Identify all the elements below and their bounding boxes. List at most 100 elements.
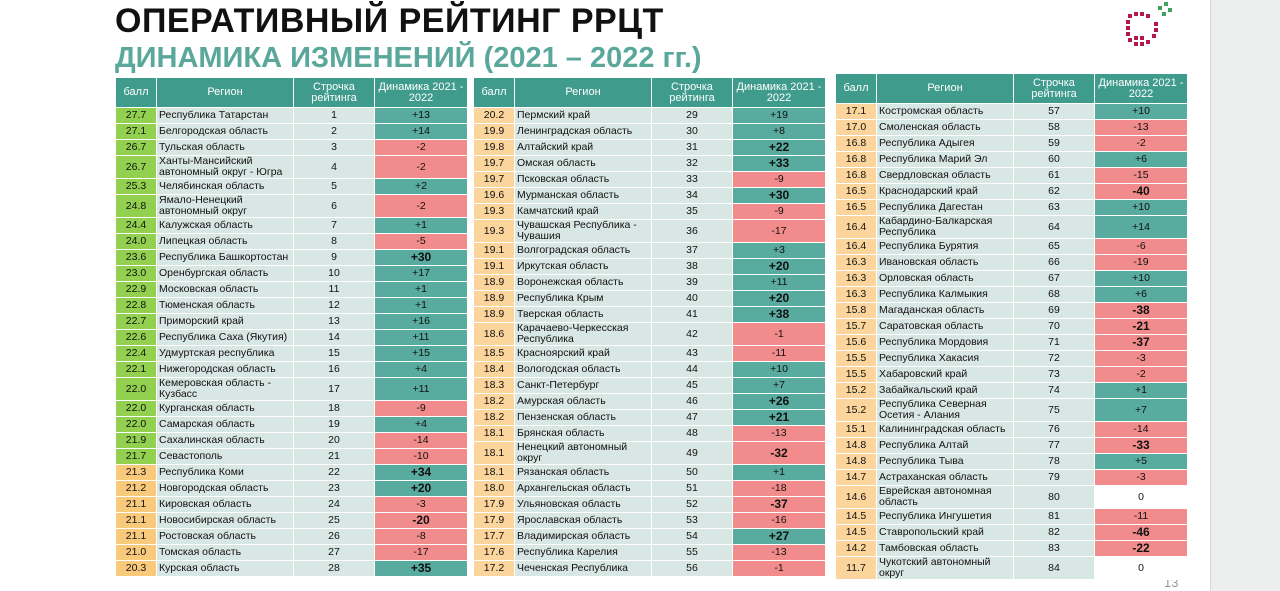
dynamics-cell: +4 bbox=[375, 417, 467, 432]
side-strip bbox=[1210, 0, 1280, 591]
score-cell: 15.6 bbox=[836, 335, 876, 350]
column-header: балл bbox=[836, 74, 876, 103]
dynamics-cell: -32 bbox=[733, 442, 825, 464]
region-cell: Удмуртская республика bbox=[157, 346, 293, 361]
region-cell: Республика Ингушетия bbox=[877, 509, 1013, 524]
dynamics-cell: +19 bbox=[733, 108, 825, 123]
table-row: 17.9 Ярославская область 53 -16 bbox=[474, 513, 825, 528]
score-cell: 17.6 bbox=[474, 545, 514, 560]
dynamics-cell: -2 bbox=[1095, 136, 1187, 151]
rating-table: балл Регион Строчка рейтинга Динамика 2021 … bbox=[473, 77, 826, 577]
rank-cell: 12 bbox=[294, 298, 374, 313]
rank-cell: 42 bbox=[652, 323, 732, 345]
dynamics-cell: -16 bbox=[733, 513, 825, 528]
dynamics-cell: 0 bbox=[1095, 486, 1187, 508]
score-cell: 16.3 bbox=[836, 255, 876, 270]
dynamics-cell: +11 bbox=[733, 275, 825, 290]
region-cell: Республика Саха (Якутия) bbox=[157, 330, 293, 345]
rank-cell: 69 bbox=[1014, 303, 1094, 318]
logo bbox=[1126, 2, 1172, 46]
score-cell: 14.8 bbox=[836, 454, 876, 469]
dynamics-cell: -14 bbox=[1095, 422, 1187, 437]
rank-cell: 21 bbox=[294, 449, 374, 464]
score-cell: 16.5 bbox=[836, 200, 876, 215]
rank-cell: 64 bbox=[1014, 216, 1094, 238]
region-cell: Республика Марий Эл bbox=[877, 152, 1013, 167]
region-cell: Самарская область bbox=[157, 417, 293, 432]
table-row: 18.9 Тверская область 41 +38 bbox=[474, 307, 825, 322]
rank-cell: 40 bbox=[652, 291, 732, 306]
rank-cell: 74 bbox=[1014, 383, 1094, 398]
score-cell: 15.2 bbox=[836, 399, 876, 421]
table-row: 22.7 Приморский край 13 +16 bbox=[116, 314, 467, 329]
score-cell: 16.8 bbox=[836, 168, 876, 183]
score-cell: 21.1 bbox=[116, 513, 156, 528]
table-row: 23.6 Республика Башкортостан 9 +30 bbox=[116, 250, 467, 265]
rank-cell: 79 bbox=[1014, 470, 1094, 485]
score-cell: 18.0 bbox=[474, 481, 514, 496]
score-cell: 18.1 bbox=[474, 465, 514, 480]
score-cell: 16.3 bbox=[836, 271, 876, 286]
column-header: Регион bbox=[515, 78, 651, 107]
score-cell: 16.5 bbox=[836, 184, 876, 199]
region-cell: Еврейская автономная область bbox=[877, 486, 1013, 508]
rank-cell: 25 bbox=[294, 513, 374, 528]
rank-cell: 67 bbox=[1014, 271, 1094, 286]
region-cell: Курская область bbox=[157, 561, 293, 576]
rank-cell: 29 bbox=[652, 108, 732, 123]
dynamics-cell: -1 bbox=[733, 323, 825, 345]
table-row: 19.8 Алтайский край 31 +22 bbox=[474, 140, 825, 155]
rank-cell: 35 bbox=[652, 204, 732, 219]
table-row: 19.3 Камчатский край 35 -9 bbox=[474, 204, 825, 219]
score-cell: 26.7 bbox=[116, 140, 156, 155]
rank-cell: 60 bbox=[1014, 152, 1094, 167]
region-cell: Пермский край bbox=[515, 108, 651, 123]
dynamics-cell: +22 bbox=[733, 140, 825, 155]
table-row: 18.0 Архангельская область 51 -18 bbox=[474, 481, 825, 496]
rank-cell: 23 bbox=[294, 481, 374, 496]
table-row: 24.8 Ямало-Ненецкий автономный округ 6 -2 bbox=[116, 195, 467, 217]
table-row: 14.5 Ставропольский край 82 -46 bbox=[836, 525, 1187, 540]
rank-cell: 49 bbox=[652, 442, 732, 464]
rating-table: балл Регион Строчка рейтинга Динамика 2021 … bbox=[835, 73, 1188, 580]
score-cell: 26.7 bbox=[116, 156, 156, 178]
table-row: 19.7 Псковская область 33 -9 bbox=[474, 172, 825, 187]
dynamics-cell: +6 bbox=[1095, 287, 1187, 302]
dynamics-cell: +35 bbox=[375, 561, 467, 576]
region-cell: Челябинская область bbox=[157, 179, 293, 194]
region-cell: Саратовская область bbox=[877, 319, 1013, 334]
region-cell: Республика Коми bbox=[157, 465, 293, 480]
rank-cell: 17 bbox=[294, 378, 374, 400]
rank-cell: 26 bbox=[294, 529, 374, 544]
score-cell: 18.9 bbox=[474, 307, 514, 322]
score-cell: 22.0 bbox=[116, 417, 156, 432]
table-row: 19.7 Омская область 32 +33 bbox=[474, 156, 825, 171]
rank-cell: 52 bbox=[652, 497, 732, 512]
table-row: 21.0 Томская область 27 -17 bbox=[116, 545, 467, 560]
rank-cell: 59 bbox=[1014, 136, 1094, 151]
dynamics-cell: -11 bbox=[733, 346, 825, 361]
rank-cell: 22 bbox=[294, 465, 374, 480]
dynamics-cell: +10 bbox=[1095, 200, 1187, 215]
dynamics-cell: -1 bbox=[733, 561, 825, 576]
region-cell: Республика Северная Осетия - Алания bbox=[877, 399, 1013, 421]
table-row: 21.9 Сахалинская область 20 -14 bbox=[116, 433, 467, 448]
score-cell: 23.6 bbox=[116, 250, 156, 265]
score-cell: 16.4 bbox=[836, 216, 876, 238]
score-cell: 14.5 bbox=[836, 509, 876, 524]
table-row: 24.0 Липецкая область 8 -5 bbox=[116, 234, 467, 249]
region-cell: Тульская область bbox=[157, 140, 293, 155]
rank-cell: 31 bbox=[652, 140, 732, 155]
rank-cell: 19 bbox=[294, 417, 374, 432]
rank-cell: 73 bbox=[1014, 367, 1094, 382]
region-cell: Орловская область bbox=[877, 271, 1013, 286]
region-cell: Белгородская область bbox=[157, 124, 293, 139]
region-cell: Новосибирская область bbox=[157, 513, 293, 528]
region-cell: Омская область bbox=[515, 156, 651, 171]
region-cell: Республика Крым bbox=[515, 291, 651, 306]
region-cell: Амурская область bbox=[515, 394, 651, 409]
region-cell: Новгородская область bbox=[157, 481, 293, 496]
rank-cell: 38 bbox=[652, 259, 732, 274]
dynamics-cell: +15 bbox=[375, 346, 467, 361]
score-cell: 18.3 bbox=[474, 378, 514, 393]
